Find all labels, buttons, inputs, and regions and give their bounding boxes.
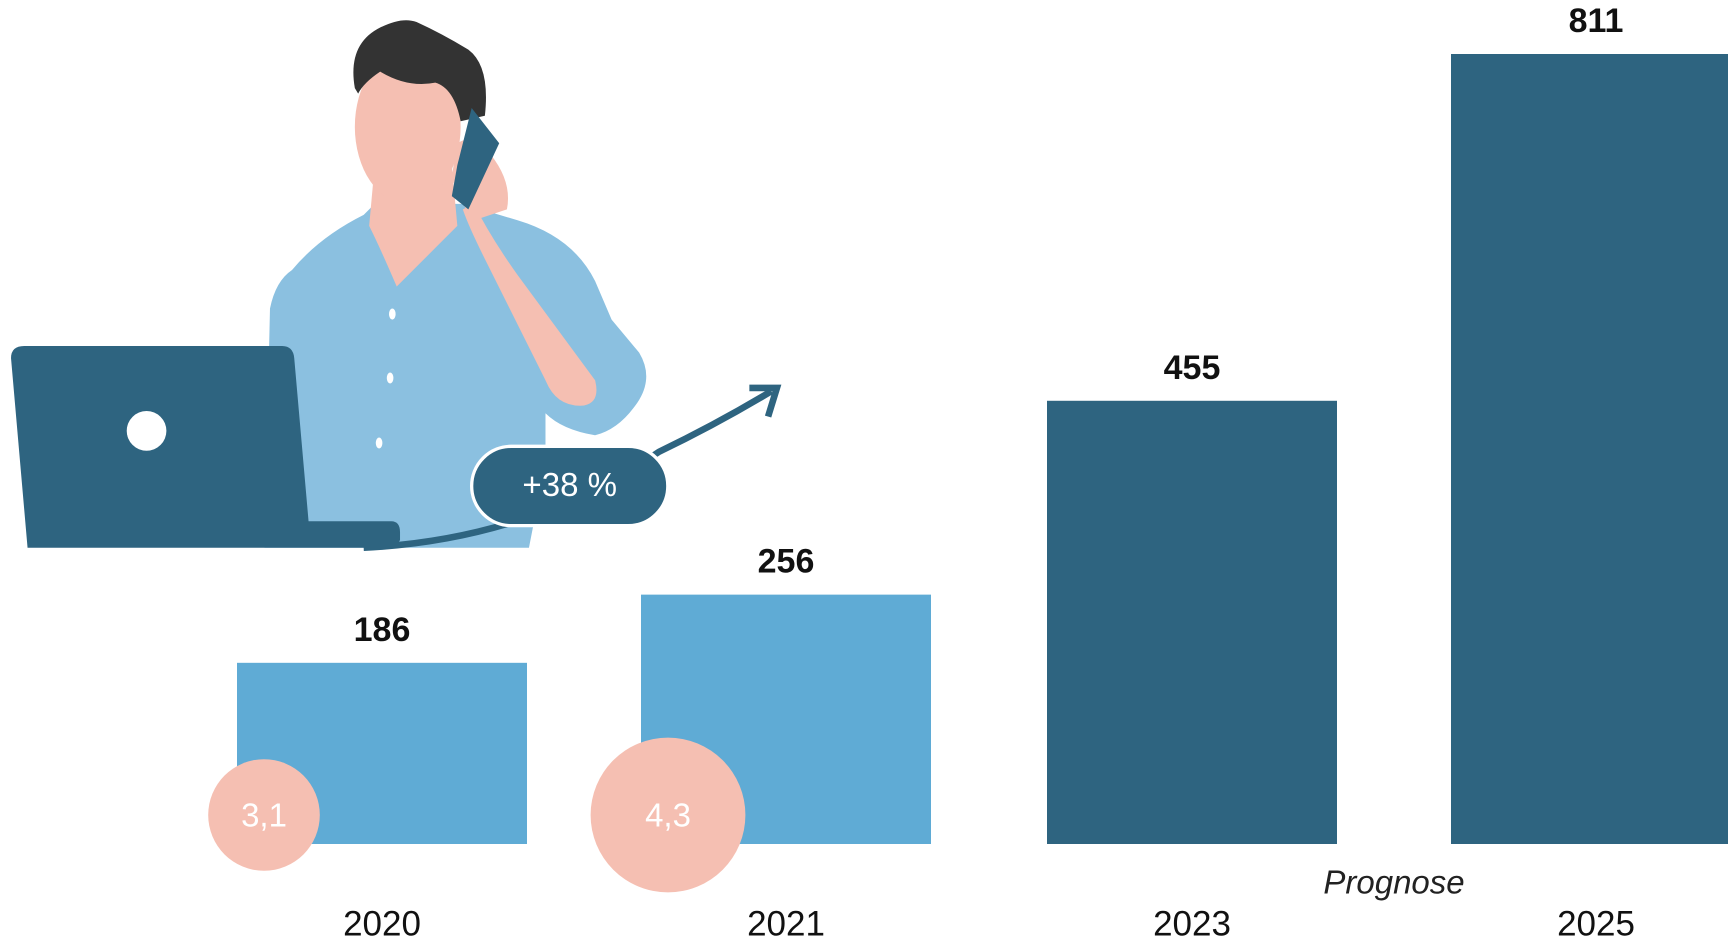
illustration: +38 % bbox=[11, 20, 782, 551]
x-tick-label: 2023 bbox=[1153, 904, 1231, 942]
x-tick-label: 2021 bbox=[747, 904, 825, 942]
bar bbox=[1047, 400, 1337, 844]
bubble bbox=[590, 737, 746, 893]
value-label: 455 bbox=[1164, 349, 1221, 387]
arrow-head bbox=[749, 384, 782, 418]
shirt bbox=[264, 203, 647, 548]
x-tick-label: 2025 bbox=[1557, 904, 1635, 942]
growth-label: +38 % bbox=[522, 467, 617, 504]
button bbox=[375, 437, 383, 449]
forecast-label: Prognose bbox=[1323, 864, 1464, 901]
phone bbox=[451, 107, 500, 210]
bubble-label: 4,3 bbox=[645, 797, 691, 834]
bubble-label: 3,1 bbox=[241, 797, 287, 834]
value-label: 186 bbox=[354, 611, 411, 649]
laptop-logo bbox=[126, 411, 167, 451]
laptop bbox=[11, 346, 401, 548]
growth-pill bbox=[470, 444, 670, 528]
button bbox=[386, 372, 394, 384]
arm bbox=[462, 203, 597, 406]
value-label: 811 bbox=[1569, 2, 1624, 40]
bar bbox=[1451, 54, 1728, 844]
head bbox=[354, 49, 461, 204]
value-label: 256 bbox=[758, 543, 815, 581]
bubble bbox=[208, 759, 320, 871]
x-tick-label: 2020 bbox=[343, 904, 421, 942]
button bbox=[389, 308, 396, 320]
hair bbox=[353, 20, 486, 122]
